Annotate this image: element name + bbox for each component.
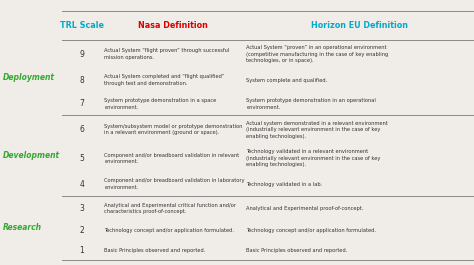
Text: Basic Principles observed and reported.: Basic Principles observed and reported. [104, 248, 206, 253]
Text: Horizon EU Definition: Horizon EU Definition [310, 21, 408, 30]
Text: Component and/or breadboard validation in relevant
environment.: Component and/or breadboard validation i… [104, 153, 239, 164]
Text: System prototype demonstration in a space
environment.: System prototype demonstration in a spac… [104, 98, 217, 109]
Text: 1: 1 [79, 246, 84, 255]
Text: System prototype demonstration in an operational
environment.: System prototype demonstration in an ope… [246, 98, 376, 109]
Text: Research: Research [2, 223, 41, 232]
Text: 5: 5 [79, 154, 84, 163]
Text: Technology concept and/or application formulated.: Technology concept and/or application fo… [246, 228, 376, 233]
Text: 4: 4 [79, 180, 84, 189]
Text: 8: 8 [79, 76, 84, 85]
Text: Nasa Definition: Nasa Definition [138, 21, 208, 30]
Text: Actual System “flight proven” through successful
mission operations.: Actual System “flight proven” through su… [104, 48, 230, 60]
Text: Analytical and Experimental proof-of-concept.: Analytical and Experimental proof-of-con… [246, 206, 364, 211]
Text: Actual system demonstrated in a relevant environment
(industrially relevant envi: Actual system demonstrated in a relevant… [246, 121, 388, 139]
Text: Technology concept and/or application formulated.: Technology concept and/or application fo… [104, 228, 234, 233]
Text: 7: 7 [79, 99, 84, 108]
Text: Deployment: Deployment [2, 73, 55, 82]
Text: Actual System completed and “flight qualified”
through test and demonstration.: Actual System completed and “flight qual… [104, 74, 225, 86]
Text: System complete and qualified.: System complete and qualified. [246, 78, 328, 83]
Text: Technology validated in a relevant environment
(industrially relevant environmen: Technology validated in a relevant envir… [246, 149, 381, 167]
Text: Basic Principles observed and reported.: Basic Principles observed and reported. [246, 248, 348, 253]
Text: Analytical and Experimental critical function and/or
characteristics proof-of-co: Analytical and Experimental critical fun… [104, 203, 236, 214]
Text: System/subsystem model or prototype demonstration
in a relevant environment (gro: System/subsystem model or prototype demo… [104, 124, 243, 135]
Text: TRL Scale: TRL Scale [60, 21, 104, 30]
Text: Component and/or breadboard validation in laboratory
environment.: Component and/or breadboard validation i… [104, 178, 245, 190]
Text: 9: 9 [79, 50, 84, 59]
Text: Technology validated in a lab.: Technology validated in a lab. [246, 182, 323, 187]
Text: 6: 6 [79, 125, 84, 134]
Text: 2: 2 [79, 226, 84, 235]
Text: Actual System “proven” in an operational environment
(competitive manufacturing : Actual System “proven” in an operational… [246, 45, 389, 63]
Text: 3: 3 [79, 204, 84, 213]
Text: Development: Development [2, 151, 60, 160]
